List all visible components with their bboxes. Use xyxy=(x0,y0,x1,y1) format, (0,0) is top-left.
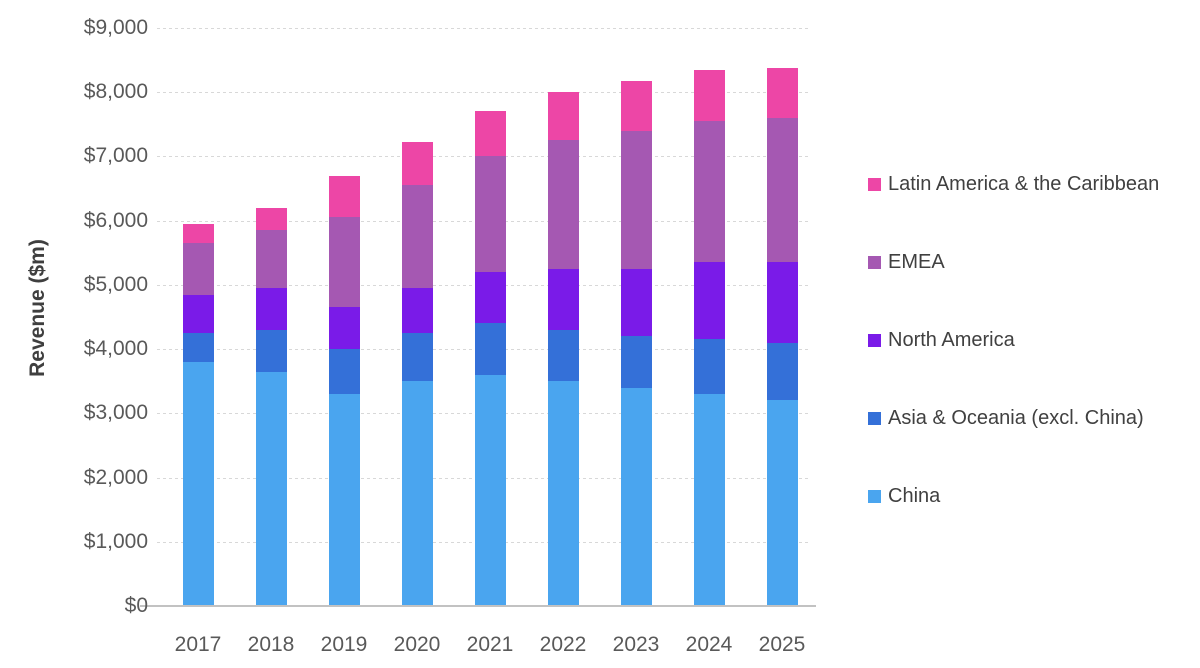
bar-segment-2022-series-4 xyxy=(547,92,579,141)
bar-segment-2025-series-1 xyxy=(766,342,798,401)
y-axis-tick-label: $3,000 xyxy=(83,401,148,425)
legend: Latin America & the Caribbean EMEA North A… xyxy=(868,171,1159,509)
gridline xyxy=(157,92,809,94)
bar-segment-2020-series-2 xyxy=(401,288,433,334)
bar-segment-2021-series-4 xyxy=(474,111,506,157)
bar-segment-2021-series-3 xyxy=(474,156,506,273)
bar-segment-2018-series-0 xyxy=(255,371,287,606)
bar-segment-2023-series-3 xyxy=(620,130,652,269)
bar-segment-2018-series-4 xyxy=(255,207,287,231)
bar-segment-2024-series-4 xyxy=(693,69,725,122)
x-axis-tick-label: 2023 xyxy=(612,633,660,656)
gridline xyxy=(157,28,809,29)
legend-swatch-icon xyxy=(868,255,881,269)
bar-segment-2017-series-3 xyxy=(182,243,214,295)
bar-segment-2022-series-3 xyxy=(547,140,579,269)
bar-segment-2024-series-0 xyxy=(693,394,725,606)
legend-label: China xyxy=(888,484,941,507)
x-axis-tick-label: 2017 xyxy=(174,633,222,656)
bar-segment-2024-series-3 xyxy=(693,121,725,263)
bar-segment-2021-series-0 xyxy=(474,374,506,606)
legend-label: Latin America & the Caribbean xyxy=(888,172,1160,195)
bar-segment-2025-series-4 xyxy=(766,68,798,118)
bar-segment-2024-series-1 xyxy=(693,339,725,395)
x-axis-tick-label: 2018 xyxy=(247,633,295,656)
x-axis-tick-label: 2021 xyxy=(466,633,514,656)
bar-segment-2022-series-1 xyxy=(547,329,579,382)
bar-segment-2025-series-3 xyxy=(766,117,798,263)
bar-segment-2018-series-2 xyxy=(255,288,287,330)
x-axis-tick-label: 2020 xyxy=(393,633,441,656)
x-axis-tick-label: 2019 xyxy=(320,633,368,656)
bar-segment-2017-series-2 xyxy=(182,294,214,334)
y-axis-tick-label: $2,000 xyxy=(83,465,148,489)
legend-swatch-icon xyxy=(868,489,881,503)
y-axis-tick-label: $8,000 xyxy=(83,80,148,104)
x-axis-tick-label: 2022 xyxy=(539,633,587,656)
y-axis-title: Revenue ($m) xyxy=(26,239,49,377)
bar-segment-2023-series-1 xyxy=(620,336,652,388)
bar-segment-2023-series-4 xyxy=(620,80,652,131)
y-axis-tick-label: $9,000 xyxy=(83,16,148,39)
bar-segment-2025-series-0 xyxy=(766,400,798,606)
x-axis-line xyxy=(140,605,816,607)
legend-entry: Asia & Oceania (excl. China) xyxy=(868,405,1159,431)
legend-label: North America xyxy=(888,328,1015,351)
bar-segment-2020-series-3 xyxy=(401,185,433,289)
bar-segment-2024-series-2 xyxy=(693,262,725,340)
legend-swatch-icon xyxy=(868,177,881,191)
bar-segment-2018-series-3 xyxy=(255,230,287,289)
bar-segment-2020-series-4 xyxy=(401,141,433,186)
bar-segment-2017-series-0 xyxy=(182,361,214,606)
bar-segment-2021-series-2 xyxy=(474,272,506,324)
bar-segment-2023-series-2 xyxy=(620,268,652,337)
x-axis-tick-label: 2025 xyxy=(758,633,806,656)
y-axis-tick-label: $7,000 xyxy=(83,144,148,168)
bar-segment-2021-series-1 xyxy=(474,323,506,375)
bar-segment-2022-series-2 xyxy=(547,268,579,330)
legend-entry: Latin America & the Caribbean xyxy=(868,171,1159,197)
legend-label: EMEA xyxy=(888,250,945,273)
y-axis-tick-label: $0 xyxy=(124,594,148,617)
bar-segment-2019-series-1 xyxy=(328,349,360,395)
bar-segment-2019-series-2 xyxy=(328,307,360,350)
bar-segment-2018-series-1 xyxy=(255,329,287,372)
y-axis-tick-label: $6,000 xyxy=(83,208,148,232)
bar-segment-2023-series-0 xyxy=(620,387,652,606)
y-axis-tick-label: $1,000 xyxy=(83,529,148,553)
bar-segment-2019-series-0 xyxy=(328,394,360,606)
bar-segment-2019-series-3 xyxy=(328,217,360,308)
bar-segment-2020-series-1 xyxy=(401,333,433,382)
legend-entry: China xyxy=(868,483,1159,509)
legend-entry: North America xyxy=(868,327,1159,353)
legend-swatch-icon xyxy=(868,333,881,347)
y-axis-tick-label: $4,000 xyxy=(83,337,148,361)
bar-segment-2017-series-1 xyxy=(182,333,214,362)
legend-label: Asia & Oceania (excl. China) xyxy=(888,406,1144,429)
legend-entry: EMEA xyxy=(868,249,1159,275)
bar-segment-2019-series-4 xyxy=(328,175,360,218)
bar-segment-2020-series-0 xyxy=(401,381,433,606)
bar-segment-2022-series-0 xyxy=(547,381,579,606)
bar-segment-2017-series-4 xyxy=(182,223,214,244)
y-axis-tick-label: $5,000 xyxy=(83,272,148,296)
x-axis-tick-label: 2024 xyxy=(685,633,733,656)
bar-segment-2025-series-2 xyxy=(766,262,798,343)
legend-swatch-icon xyxy=(868,411,881,425)
